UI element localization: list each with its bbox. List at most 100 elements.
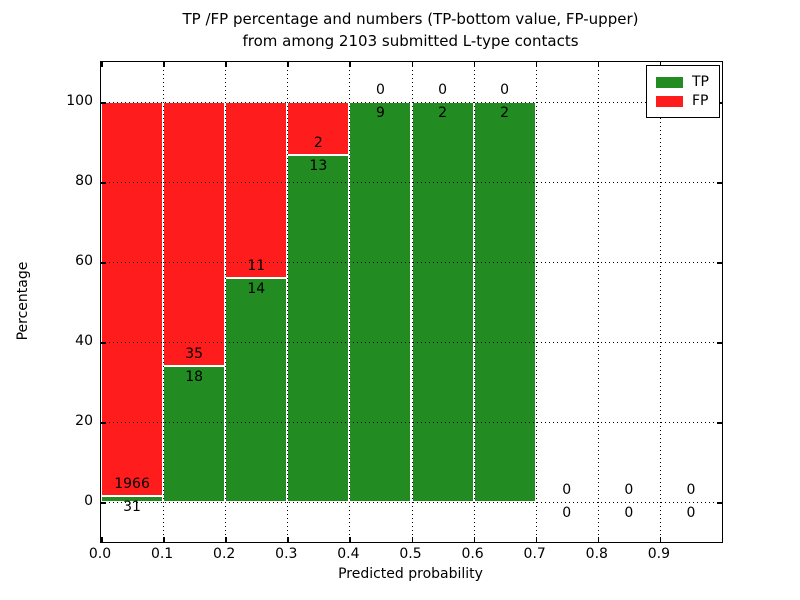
chart-title-line1: TP /FP percentage and numbers (TP-bottom… bbox=[182, 10, 639, 28]
y-tick-label: 80 bbox=[75, 173, 93, 189]
legend: TP FP bbox=[646, 65, 720, 118]
x-tick-label: 0.2 bbox=[213, 546, 236, 562]
gridline-x bbox=[597, 62, 599, 542]
x-tick-mark bbox=[411, 537, 413, 542]
x-tick-mark bbox=[287, 62, 289, 67]
annotation-tp-count: 9 bbox=[375, 105, 385, 121]
x-tick-mark bbox=[101, 62, 103, 67]
x-tick-label: 0.7 bbox=[523, 546, 546, 562]
tp-color-swatch bbox=[656, 76, 683, 88]
y-tick-mark bbox=[101, 102, 106, 104]
x-tick-mark bbox=[287, 537, 289, 542]
y-tick-label: 20 bbox=[75, 413, 93, 429]
chart-title: TP /FP percentage and numbers (TP-bottom… bbox=[100, 8, 721, 52]
annotation-fp-count: 0 bbox=[686, 482, 696, 498]
legend-label-fp: FP bbox=[692, 93, 709, 109]
x-tick-mark bbox=[101, 537, 103, 542]
y-tick-mark bbox=[717, 182, 722, 184]
plot-area: 1966 31 35 18 11 14 2 13 0 9 0 2 0 2 0 0 0 0 0 0 bbox=[100, 61, 723, 543]
y-tick-mark bbox=[717, 342, 722, 344]
x-tick-mark bbox=[659, 62, 662, 67]
annotation-fp-count: 0 bbox=[438, 82, 447, 98]
x-tick-label: 0.3 bbox=[275, 546, 298, 562]
x-tick-mark bbox=[473, 537, 476, 542]
y-tick-label: 60 bbox=[75, 253, 93, 269]
legend-label-tp: TP bbox=[692, 74, 709, 90]
gridline-x bbox=[163, 62, 165, 542]
x-tick-mark bbox=[349, 537, 351, 542]
x-axis-label: Predicted probability bbox=[338, 566, 483, 582]
annotation-tp-count: 13 bbox=[309, 158, 328, 175]
annotation-tp-count: 14 bbox=[247, 281, 266, 297]
bar-segment-fp bbox=[287, 102, 350, 156]
bar-segment-tp bbox=[287, 155, 350, 502]
x-tick-label: 0.8 bbox=[585, 546, 608, 562]
y-tick-label: 40 bbox=[75, 333, 93, 349]
y-tick-label: 100 bbox=[66, 93, 93, 109]
x-tick-mark bbox=[597, 62, 600, 67]
x-tick-label: 0.6 bbox=[461, 546, 484, 562]
y-axis-label: Percentage bbox=[15, 261, 31, 341]
annotation-tp-count: 2 bbox=[500, 105, 510, 121]
x-tick-label: 0.4 bbox=[337, 546, 360, 562]
gridline-x bbox=[349, 62, 351, 542]
y-tick-mark bbox=[717, 422, 722, 424]
annotation-tp-count: 2 bbox=[438, 105, 447, 121]
y-tick-mark bbox=[717, 502, 722, 504]
annotation-fp-count: 1966 bbox=[114, 475, 150, 492]
bar-segment-fp bbox=[163, 102, 226, 367]
annotation-fp-count: 2 bbox=[313, 135, 323, 152]
y-tick-mark bbox=[101, 182, 106, 184]
annotation-tp-count: 0 bbox=[562, 505, 572, 521]
gridline-x bbox=[535, 62, 537, 542]
y-tick-mark bbox=[101, 502, 106, 504]
y-tick-mark bbox=[101, 262, 106, 264]
gridline-x bbox=[287, 62, 289, 542]
annotation-fp-count: 35 bbox=[185, 346, 204, 363]
legend-item-fp: FP bbox=[656, 93, 709, 109]
annotation-fp-count: 0 bbox=[624, 482, 634, 498]
bar-segment-tp bbox=[473, 102, 536, 502]
bar-segment-tp bbox=[349, 102, 412, 502]
annotation-tp-count: 31 bbox=[123, 498, 141, 515]
gridline-x bbox=[473, 62, 475, 542]
gridline-x bbox=[411, 62, 413, 542]
y-tick-mark bbox=[717, 262, 722, 264]
bar-segment-tp bbox=[225, 278, 288, 502]
x-tick-label: 0.9 bbox=[647, 546, 671, 562]
y-tick-mark bbox=[101, 422, 106, 424]
annotation-fp-count: 11 bbox=[247, 258, 266, 274]
annotation-fp-count: 0 bbox=[500, 82, 510, 98]
bar-segment-fp bbox=[101, 102, 164, 496]
x-tick-mark bbox=[349, 62, 351, 67]
x-tick-label: 0.0 bbox=[88, 546, 112, 562]
annotation-fp-count: 0 bbox=[562, 482, 572, 498]
fp-color-swatch bbox=[656, 95, 683, 107]
legend-item-tp: TP bbox=[656, 74, 709, 90]
x-tick-mark bbox=[163, 62, 165, 67]
x-tick-label: 0.5 bbox=[399, 546, 422, 562]
x-tick-mark bbox=[535, 537, 538, 542]
y-tick-mark bbox=[101, 342, 106, 344]
bar-segment-tp bbox=[411, 102, 474, 502]
annotation-tp-count: 0 bbox=[624, 505, 634, 521]
bar-segment-fp bbox=[225, 102, 288, 278]
x-tick-mark bbox=[163, 537, 165, 542]
annotation-fp-count: 0 bbox=[375, 82, 385, 98]
y-tick-label: 0 bbox=[84, 493, 93, 509]
x-tick-mark bbox=[473, 62, 476, 67]
chart-title-line2: from among 2103 submitted L-type contact… bbox=[242, 32, 579, 50]
x-tick-mark bbox=[225, 62, 227, 67]
bar-segment-tp bbox=[101, 495, 164, 502]
gridline-x bbox=[225, 62, 227, 542]
annotation-tp-count: 0 bbox=[686, 505, 696, 521]
x-tick-mark bbox=[411, 62, 413, 67]
x-tick-mark bbox=[225, 537, 227, 542]
bar-segment-tp bbox=[163, 366, 226, 502]
annotation-tp-count: 18 bbox=[185, 369, 204, 386]
gridline-x bbox=[659, 62, 661, 542]
x-tick-label: 0.1 bbox=[150, 546, 174, 562]
x-tick-mark bbox=[597, 537, 600, 542]
x-tick-mark bbox=[659, 537, 662, 542]
